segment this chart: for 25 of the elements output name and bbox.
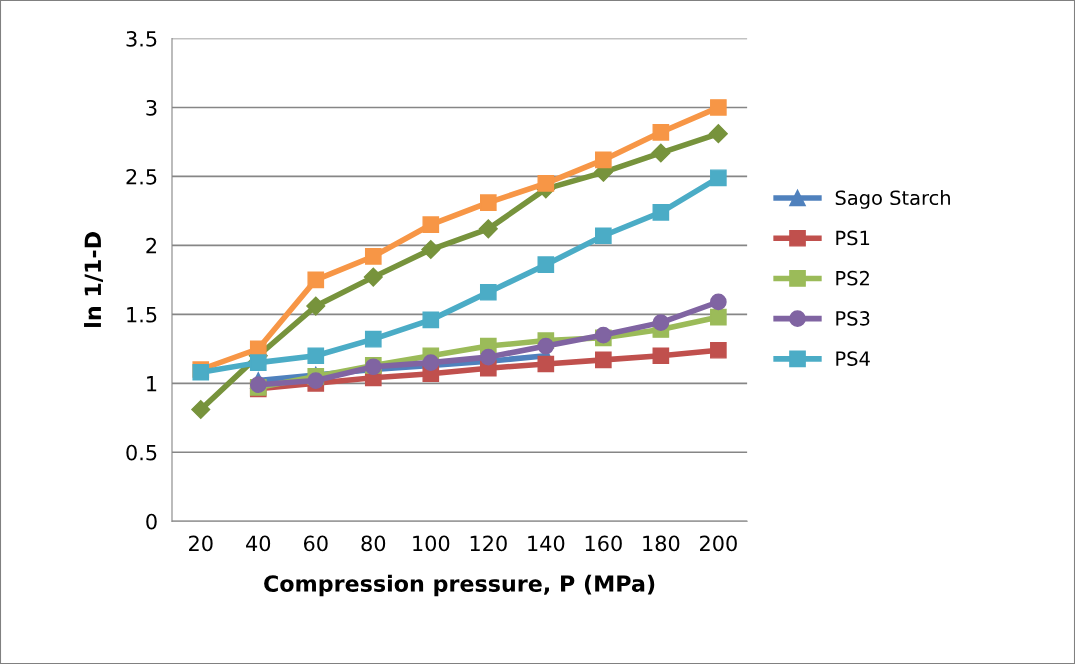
y-tick-label: 3.5 <box>126 30 157 47</box>
legend-label: Sago Starch <box>835 190 950 209</box>
x-tick-label: 60 <box>303 535 328 552</box>
legend-label: PS4 <box>836 351 870 366</box>
y-tick-label: 2 <box>146 237 157 254</box>
x-tick-label: 20 <box>189 535 213 552</box>
x-axis-title: Compression pressure, P (MPa) <box>264 574 655 597</box>
x-tick-label: 40 <box>246 535 271 552</box>
x-tick-label: 160 <box>585 535 622 552</box>
y-tick-label: 2.5 <box>126 168 157 185</box>
x-tick-label: 80 <box>361 535 386 552</box>
y-tick-label: 0.5 <box>126 444 157 461</box>
y-tick-label: 1.5 <box>127 307 157 323</box>
y-tick-label: 1 <box>147 376 157 392</box>
legend-label: PS3 <box>836 311 870 326</box>
legend-label: PS2 <box>836 270 869 286</box>
x-tick-label: 100 <box>413 535 450 552</box>
y-tick-label: 3 <box>146 99 157 116</box>
x-tick-label: 200 <box>700 535 737 552</box>
x-tick-label: 180 <box>643 535 680 552</box>
y-axis-title: ln 1/1-D <box>84 232 103 327</box>
x-tick-label: 140 <box>528 535 565 552</box>
legend-label: PS1 <box>836 230 870 246</box>
y-tick-label: 0 <box>146 513 157 530</box>
x-tick-label: 120 <box>470 535 507 552</box>
